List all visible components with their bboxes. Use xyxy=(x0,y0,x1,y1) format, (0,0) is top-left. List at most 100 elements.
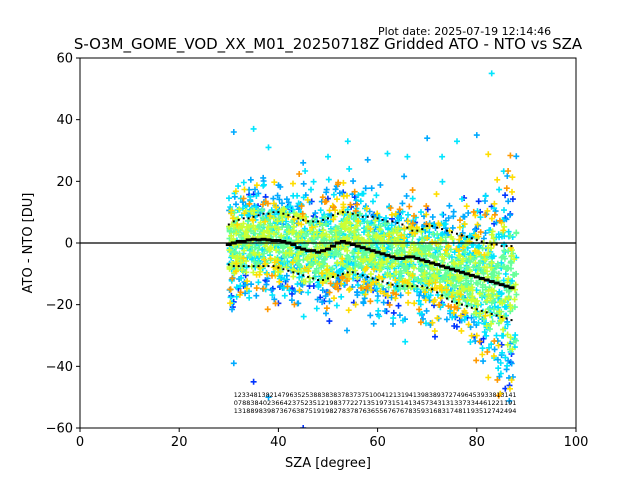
chart-title: S-O3M_GOME_VOD_XX_M01_20250718Z Gridded … xyxy=(74,35,583,54)
mean-marker xyxy=(265,238,272,242)
std-marker xyxy=(495,314,498,317)
std-marker xyxy=(361,274,364,277)
std-marker xyxy=(366,215,369,218)
mean-marker xyxy=(260,237,267,241)
std-marker xyxy=(227,223,230,226)
std-marker xyxy=(386,220,389,223)
std-marker xyxy=(267,265,270,268)
mean-marker xyxy=(414,256,421,260)
mean-marker xyxy=(339,239,346,243)
std-marker xyxy=(406,285,409,288)
std-marker xyxy=(376,279,379,281)
mean-marker xyxy=(394,256,401,260)
std-marker xyxy=(257,265,260,268)
mean-marker xyxy=(424,260,431,263)
std-marker xyxy=(431,288,434,291)
std-marker xyxy=(237,218,240,221)
mean-marker xyxy=(225,243,232,247)
mean-marker xyxy=(369,249,376,253)
mean-marker xyxy=(493,281,500,285)
std-marker xyxy=(331,275,334,278)
std-marker xyxy=(510,319,513,322)
std-marker xyxy=(237,265,240,268)
mean-marker xyxy=(280,239,287,243)
std-marker xyxy=(356,272,359,275)
std-marker xyxy=(460,234,463,237)
mean-marker xyxy=(310,249,317,253)
mean-marker xyxy=(250,237,257,241)
std-marker xyxy=(247,217,250,220)
mean-marker xyxy=(444,266,451,270)
std-marker xyxy=(396,285,399,288)
mean-marker xyxy=(364,247,371,251)
mean-marker xyxy=(429,261,436,265)
std-marker xyxy=(391,220,394,223)
std-marker xyxy=(287,214,290,217)
y-tick-label: 0 xyxy=(65,237,73,252)
mean-marker xyxy=(290,243,297,247)
std-marker xyxy=(465,305,468,308)
mean-marker xyxy=(399,256,406,260)
std-marker xyxy=(242,217,245,220)
mean-marker xyxy=(453,269,460,273)
std-marker xyxy=(272,265,275,268)
y-tick-label: −20 xyxy=(46,298,73,313)
std-marker xyxy=(436,226,439,229)
std-marker xyxy=(277,211,280,214)
std-marker xyxy=(297,272,300,275)
std-marker xyxy=(252,215,255,218)
scatter-markers xyxy=(227,152,514,399)
count-label-row: 0788384023664237523512198377227135197315… xyxy=(234,400,517,407)
std-marker xyxy=(351,271,354,274)
mean-marker xyxy=(354,244,361,248)
std-marker xyxy=(287,269,290,272)
std-marker xyxy=(292,271,295,274)
mean-marker xyxy=(384,253,391,257)
std-marker xyxy=(500,316,503,318)
std-marker xyxy=(317,220,320,223)
x-axis-label: SZA [degree] xyxy=(285,456,371,471)
mean-marker xyxy=(478,276,485,280)
std-marker xyxy=(257,214,260,217)
std-marker xyxy=(460,303,463,306)
std-marker xyxy=(371,277,374,280)
std-marker xyxy=(446,297,449,300)
scatter-points xyxy=(226,70,520,428)
std-marker xyxy=(351,212,354,215)
std-marker xyxy=(252,265,255,268)
mean-marker xyxy=(270,239,277,243)
std-marker xyxy=(327,277,329,280)
std-marker xyxy=(475,238,478,241)
std-marker xyxy=(282,268,285,271)
std-marker xyxy=(411,285,414,288)
std-marker xyxy=(356,214,359,217)
std-marker xyxy=(312,220,315,223)
y-axis: −60 −40 −20 0 20 40 60 xyxy=(46,52,80,437)
std-marker xyxy=(302,218,305,221)
std-marker xyxy=(307,275,310,278)
std-marker xyxy=(505,317,508,320)
std-marker xyxy=(232,265,235,268)
std-marker xyxy=(232,220,235,223)
std-marker xyxy=(322,218,325,221)
std-marker xyxy=(386,282,389,285)
count-labels: 1233481382147963525388383837837375100412… xyxy=(234,392,517,415)
std-marker xyxy=(262,265,265,268)
std-marker xyxy=(505,245,508,248)
std-marker xyxy=(426,286,429,289)
x-axis: 0 20 40 60 80 100 xyxy=(76,428,588,450)
std-marker xyxy=(470,306,473,309)
std-marker xyxy=(431,225,434,228)
std-marker xyxy=(312,277,315,280)
std-marker xyxy=(227,263,230,266)
mean-marker xyxy=(458,270,465,274)
std-marker xyxy=(391,283,394,286)
std-marker xyxy=(490,243,493,246)
std-marker xyxy=(317,279,320,281)
std-marker xyxy=(262,212,265,215)
std-marker xyxy=(322,279,325,281)
mean-marker xyxy=(503,284,510,288)
std-marker xyxy=(446,229,449,232)
